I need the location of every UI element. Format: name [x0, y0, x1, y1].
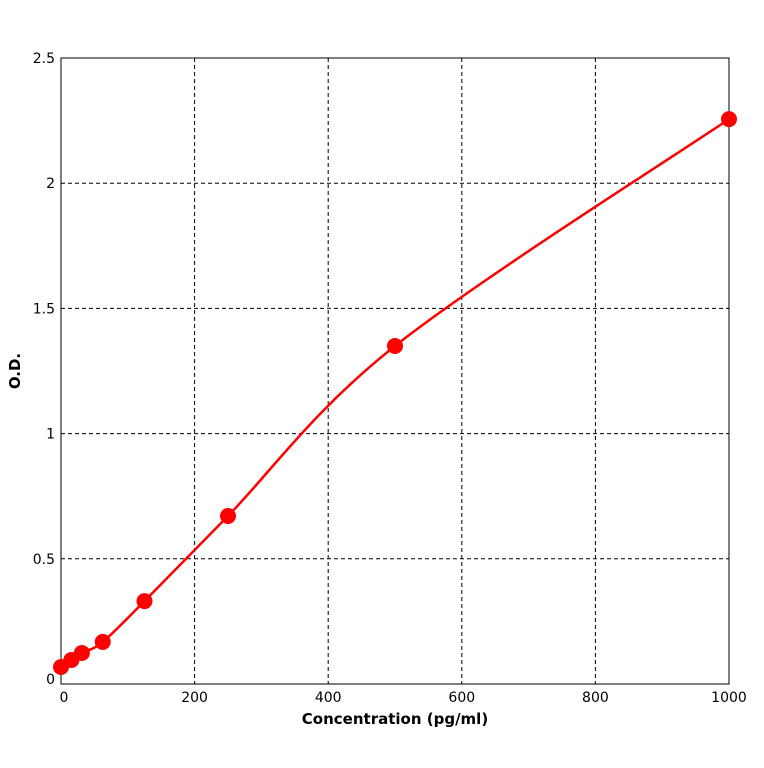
x-tick-label: 200 [181, 690, 208, 706]
x-tick-label: 600 [448, 690, 475, 706]
y-tick-label: 1.5 [33, 301, 55, 317]
data-point [73, 644, 90, 661]
y-tick-label: 1 [46, 427, 55, 443]
x-tick-label: 0 [60, 690, 69, 706]
y-axis-title: O.D. [6, 353, 24, 389]
data-point [387, 337, 403, 354]
x-tick-label: 400 [315, 690, 342, 706]
x-tick-label: 800 [582, 690, 609, 706]
plot-border [60, 57, 730, 685]
y-tick-label: 0.5 [33, 552, 55, 568]
data-point [220, 507, 236, 524]
y-tick-label: 2 [46, 176, 55, 192]
y-tick-label: 2.5 [33, 51, 55, 67]
x-tick-label: 1000 [711, 690, 747, 706]
y-tick-label: 0 [46, 672, 55, 688]
data-point [136, 593, 153, 610]
x-axis-title: Concentration (pg/ml) [302, 710, 488, 728]
data-point [721, 111, 737, 128]
data-point [94, 633, 111, 650]
plot-area [61, 58, 729, 684]
